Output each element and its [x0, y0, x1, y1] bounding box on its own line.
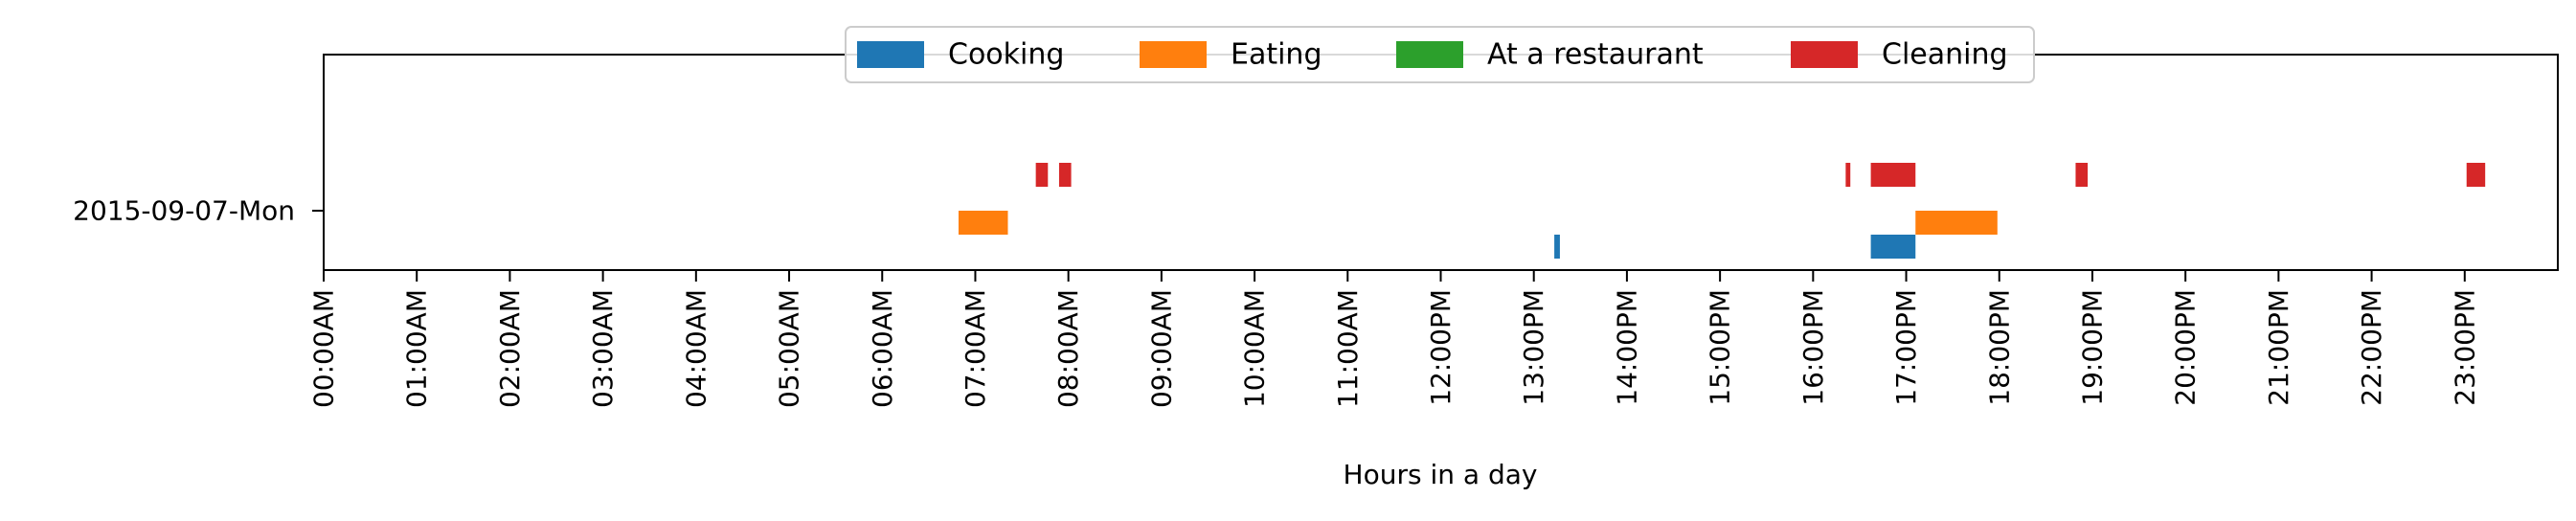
x-tick-label: 05:00AM [774, 289, 805, 408]
x-tick-label: 07:00AM [960, 289, 991, 408]
x-tick-label: 03:00AM [587, 289, 619, 408]
legend-label-cleaning: Cleaning [1882, 38, 2008, 72]
x-tick-label: 04:00AM [680, 289, 712, 408]
legend-label-cooking: Cooking [948, 38, 1064, 72]
x-tick-label: 12:00PM [1425, 289, 1457, 406]
legend-swatch-eating [1140, 41, 1207, 68]
x-tick-label: 16:00PM [1797, 289, 1829, 406]
interval-bars [958, 163, 2486, 259]
x-tick-label: 20:00PM [2170, 289, 2202, 406]
legend-swatch-at-a-restaurant [1396, 41, 1463, 68]
plot-frame [323, 54, 2559, 271]
x-tick-label: 14:00PM [1611, 289, 1642, 406]
x-tick-label: 09:00AM [1145, 289, 1177, 408]
legend-label-at-a-restaurant: At a restaurant [1487, 38, 1704, 72]
x-tick-label: 13:00PM [1518, 289, 1549, 406]
legend-swatch-cooking [857, 41, 924, 68]
x-tick-label: 22:00PM [2356, 289, 2387, 406]
x-tick-label: 11:00AM [1332, 289, 1364, 408]
bar-cooking-1 [1870, 235, 1916, 259]
x-tick-label: 15:00PM [1705, 289, 1736, 406]
bar-eating-0 [958, 211, 1008, 235]
x-tick-label: 18:00PM [1983, 289, 2015, 406]
y-tick-label: 2015-09-07-Mon [73, 195, 295, 227]
y-axis-ticks: 2015-09-07-Mon [73, 195, 324, 227]
x-tick-label: 08:00AM [1052, 289, 1084, 408]
x-tick-label: 23:00PM [2449, 289, 2480, 406]
bar-cleaning-3 [1870, 163, 1916, 187]
x-tick-label: 01:00AM [401, 289, 433, 408]
bar-cleaning-5 [2466, 163, 2486, 187]
x-tick-label: 02:00AM [494, 289, 526, 408]
legend-label-eating: Eating [1231, 38, 1322, 72]
legend: Cooking Eating At a restaurant Cleaning [845, 26, 2035, 83]
x-tick-label: 00:00AM [308, 289, 340, 408]
bar-cleaning-4 [2075, 163, 2089, 187]
x-tick-label: 19:00PM [2076, 289, 2108, 406]
x-tick-label: 21:00PM [2263, 289, 2294, 406]
x-tick-label: 06:00AM [867, 289, 898, 408]
x-tick-label: 17:00PM [1890, 289, 1922, 406]
bar-eating-1 [1915, 211, 1998, 235]
x-axis-label: Hours in a day [1344, 459, 1538, 490]
x-axis-ticks: 00:00AM 01:00AM 02:00AM 03:00AM 04:00AM 05:00… [308, 270, 2480, 408]
legend-swatch-cleaning [1791, 41, 1858, 68]
bar-cooking-0 [1554, 235, 1560, 259]
bar-cleaning-1 [1058, 163, 1072, 187]
bar-cleaning-2 [1845, 163, 1851, 187]
bar-cleaning-0 [1035, 163, 1049, 187]
x-tick-label: 10:00AM [1239, 289, 1271, 408]
